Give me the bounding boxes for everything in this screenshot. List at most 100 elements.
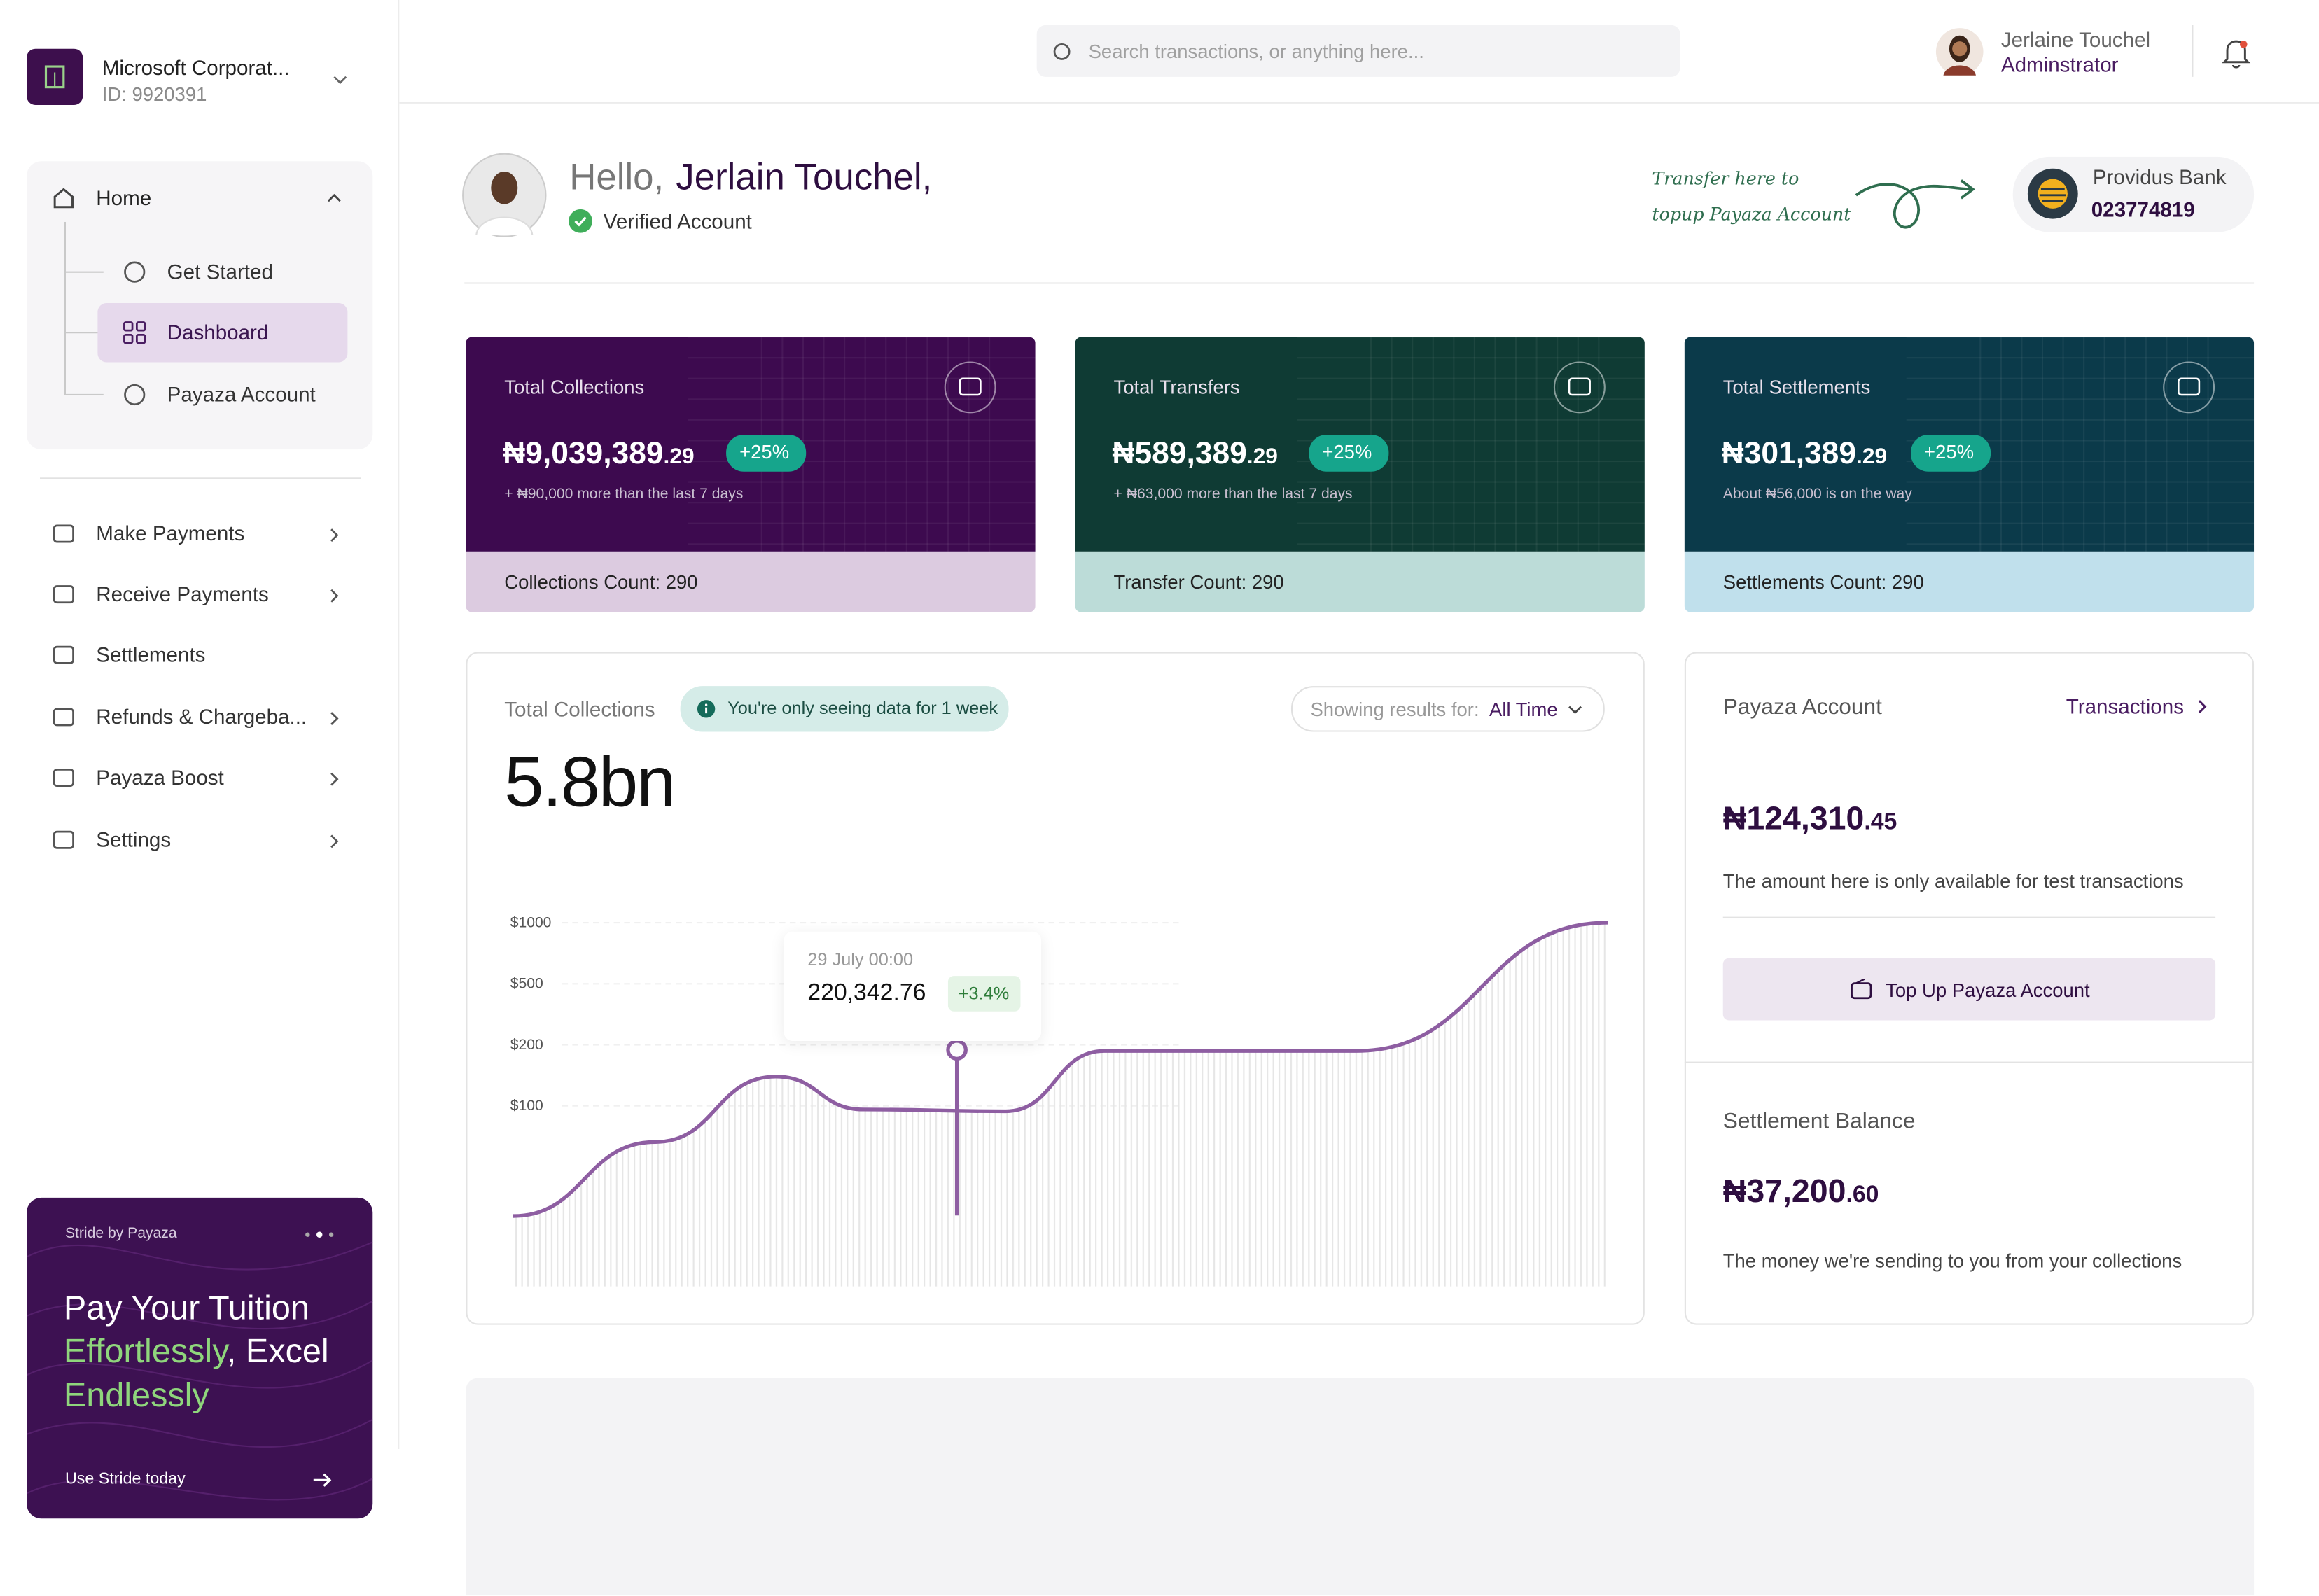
settlement-note: The money we're sending to you from your… bbox=[1722, 1250, 2182, 1272]
balance-cents: .45 bbox=[1864, 810, 1897, 836]
home-chevron[interactable] bbox=[326, 189, 343, 206]
nav-item[interactable]: Settlements bbox=[96, 642, 206, 666]
account-balance: ₦124,310.45 bbox=[1723, 799, 1897, 839]
filter-value[interactable]: All Time bbox=[1489, 698, 1558, 721]
nav-icon bbox=[52, 582, 76, 606]
bank-name: Providus Bank bbox=[2092, 164, 2227, 189]
balance-main: ₦124,310 bbox=[1722, 799, 1865, 837]
greeting-hello: Hello, bbox=[569, 156, 664, 199]
card-title: Total Collections bbox=[504, 375, 645, 398]
divider bbox=[1684, 1061, 2255, 1063]
account-number: 023774819 bbox=[2091, 197, 2195, 221]
amount-main: ₦589,389 bbox=[1112, 436, 1247, 471]
active-item-bg bbox=[97, 303, 348, 363]
change-badge bbox=[1309, 434, 1389, 472]
nav-item[interactable]: Make Payments bbox=[96, 521, 245, 545]
amount-main: ₦301,389 bbox=[1721, 436, 1857, 471]
org-logo[interactable] bbox=[27, 48, 83, 105]
promo-line: Pay Your Tuition bbox=[63, 1288, 309, 1327]
notification-bell[interactable] bbox=[2222, 37, 2251, 69]
greeting-name: Jerlain Touchel, bbox=[676, 156, 933, 199]
promo-card[interactable] bbox=[27, 1197, 373, 1519]
promo-line: Endlessly bbox=[63, 1375, 209, 1414]
nav-chevron bbox=[326, 708, 343, 726]
collections-panel bbox=[466, 652, 1645, 1325]
nav-item[interactable]: Payaza Account bbox=[167, 382, 316, 407]
amount-cents: .29 bbox=[1246, 444, 1278, 470]
topup-icon bbox=[1851, 979, 1872, 1000]
nav-chevron bbox=[326, 585, 343, 603]
nav-home[interactable]: Home bbox=[96, 186, 152, 210]
search-icon bbox=[1053, 43, 1071, 60]
collections-total: 5.8bn bbox=[504, 743, 676, 822]
settlement-main: ₦37,200 bbox=[1722, 1172, 1846, 1210]
promo-text: , Excel bbox=[226, 1331, 329, 1370]
card-title: Total Transfers bbox=[1113, 375, 1240, 398]
bank-logo bbox=[2027, 168, 2078, 219]
tooltip-badge bbox=[947, 976, 1021, 1011]
info-icon bbox=[697, 700, 716, 718]
nav-icon bbox=[123, 260, 146, 284]
topup-button[interactable] bbox=[1722, 958, 2216, 1021]
nav-item[interactable]: Settings bbox=[96, 827, 172, 851]
y-tick-label: $200 bbox=[510, 1037, 543, 1053]
org-name[interactable]: Microsoft Corporat... bbox=[102, 55, 290, 80]
promo-highlight: Effortlessly bbox=[63, 1331, 227, 1370]
search-box[interactable] bbox=[1036, 24, 1680, 77]
home-icon bbox=[53, 188, 74, 209]
nav-icon bbox=[52, 706, 76, 729]
card-sub: + ₦63,000 more than the last 7 days bbox=[1113, 486, 1353, 503]
filter-chevron[interactable] bbox=[1566, 701, 1584, 718]
verified-status: Verified Account bbox=[603, 209, 752, 233]
y-tick-label: $100 bbox=[510, 1098, 543, 1114]
card-footer-text: Collections Count: 290 bbox=[504, 570, 698, 594]
amount-cents: .29 bbox=[1856, 444, 1888, 470]
nav-icon bbox=[52, 828, 76, 852]
card-amount: ₦301,389.29 bbox=[1722, 435, 1887, 472]
promo-cta[interactable]: Use Stride today bbox=[64, 1470, 186, 1488]
tooltip-value: 220,342.76 bbox=[807, 981, 926, 1007]
card-footer-text: Settlements Count: 290 bbox=[1722, 570, 1924, 594]
verified-icon bbox=[569, 209, 592, 233]
nav-item[interactable]: Refunds & Chargeba... bbox=[96, 704, 307, 729]
topup-label[interactable]: Top Up Payaza Account bbox=[1886, 979, 2090, 1002]
org-id: ID: 9920391 bbox=[102, 83, 207, 106]
divider bbox=[40, 477, 361, 479]
panel-title: Total Collections bbox=[504, 697, 655, 721]
settlement-title: Settlement Balance bbox=[1722, 1109, 1916, 1135]
nav-item[interactable]: Get Started bbox=[167, 259, 273, 284]
filter-dropdown[interactable] bbox=[1290, 686, 1605, 732]
search-placeholder: Search transactions, or anything here... bbox=[1088, 40, 1424, 63]
placeholder-panel bbox=[466, 1378, 2255, 1596]
change-text: +25% bbox=[1322, 440, 1372, 463]
stat-card-footer bbox=[1075, 551, 1645, 612]
divider bbox=[1722, 916, 2216, 918]
settlement-cents: .60 bbox=[1846, 1182, 1879, 1208]
nav-item[interactable]: Payaza Boost bbox=[96, 765, 224, 790]
amount-cents: .29 bbox=[663, 444, 695, 470]
nav-icon bbox=[52, 643, 76, 667]
tooltip-date: 29 July 00:00 bbox=[807, 948, 914, 970]
card-footer-text: Transfer Count: 290 bbox=[1113, 570, 1284, 594]
card-amount: ₦9,039,389.29 bbox=[503, 435, 694, 472]
promo-arrow[interactable] bbox=[312, 1470, 333, 1491]
stat-card-footer bbox=[466, 551, 1036, 612]
stat-card-footer bbox=[1684, 551, 2255, 612]
nav-item[interactable]: Dashboard bbox=[167, 320, 269, 344]
promo-line: Effortlessly, Excel bbox=[64, 1331, 329, 1371]
change-badge bbox=[726, 434, 807, 472]
nav-item[interactable]: Receive Payments bbox=[96, 582, 269, 606]
org-chevron[interactable] bbox=[331, 71, 349, 88]
link-chevron[interactable] bbox=[2193, 698, 2210, 715]
transactions-link[interactable]: Transactions bbox=[2066, 694, 2184, 718]
card-title: Total Settlements bbox=[1722, 375, 1871, 398]
nav-icon bbox=[52, 766, 76, 790]
card-sub: + ₦90,000 more than the last 7 days bbox=[504, 486, 744, 503]
y-tick-label: $500 bbox=[510, 976, 543, 992]
card-amount: ₦589,389.29 bbox=[1112, 435, 1277, 472]
card-sub: About ₦56,000 is on the way bbox=[1722, 486, 1912, 503]
user-avatar[interactable] bbox=[1935, 27, 1985, 77]
nav-chevron bbox=[326, 525, 343, 542]
